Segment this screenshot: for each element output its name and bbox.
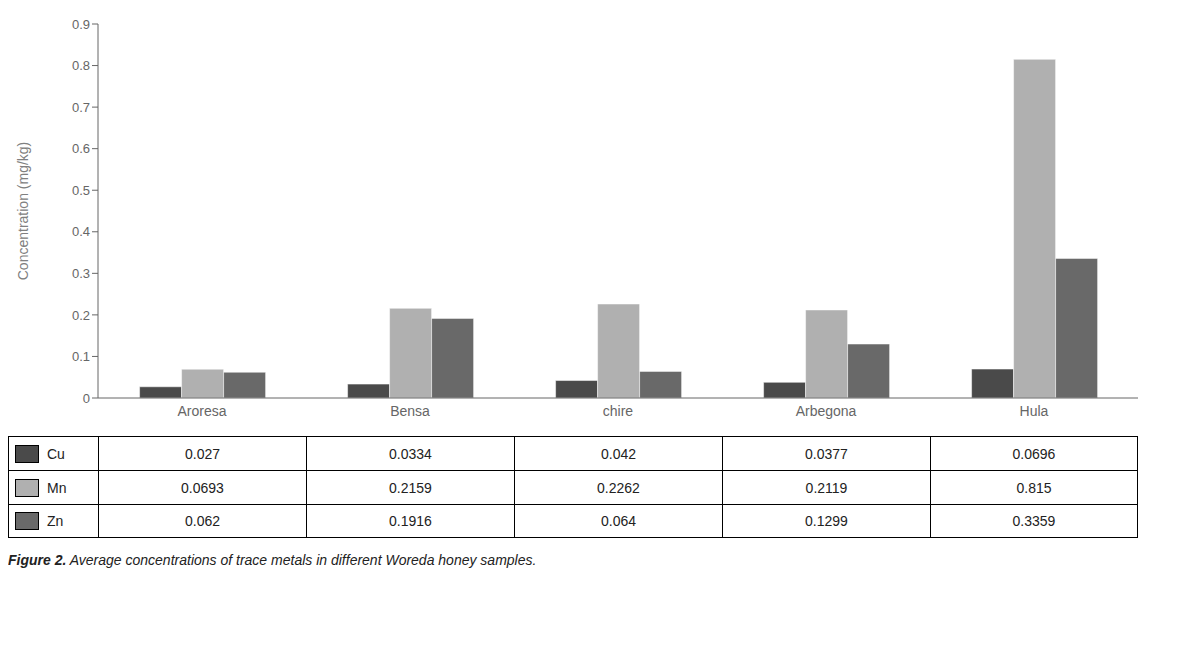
svg-text:0.2: 0.2 [72, 308, 90, 323]
html-text:0.0377: 0.0377 [805, 445, 848, 462]
svg-text:chire: chire [603, 403, 634, 419]
html-text:Mn: Mn [47, 479, 67, 496]
svg-text:0.4: 0.4 [72, 224, 90, 239]
html-text:0.062: 0.062 [185, 513, 220, 529]
html-text:0.0693: 0.0693 [181, 479, 224, 496]
html-text:0.2262: 0.2262 [597, 479, 640, 496]
svg-text:Bensa: Bensa [390, 403, 430, 419]
html-text:0.064: 0.064 [601, 513, 636, 529]
svg-text:0.1: 0.1 [72, 349, 90, 364]
html-text:0.1916: 0.1916 [389, 513, 432, 529]
svg-text:0.9: 0.9 [72, 17, 90, 32]
html-text:Cu: Cu [47, 445, 65, 462]
html-text:Zn: Zn [47, 513, 64, 529]
html-text:0.2159: 0.2159 [389, 479, 432, 496]
html-text:0.0334: 0.0334 [389, 445, 432, 462]
html-text:0.027: 0.027 [185, 445, 220, 462]
svg-text:0.6: 0.6 [72, 141, 90, 156]
svg-text:Aroresa: Aroresa [177, 403, 226, 419]
svg-text:Concentration (mg/kg): Concentration (mg/kg) [15, 142, 31, 281]
svg-text:0.3: 0.3 [72, 266, 90, 281]
html-text:0.2119: 0.2119 [805, 479, 848, 496]
svg-text:0.5: 0.5 [72, 183, 90, 198]
html-text:Figure 2. Average concentratio: Figure 2. Average concentrations of trac… [8, 552, 537, 568]
html-text:0.3359: 0.3359 [1012, 513, 1056, 529]
svg-text:0: 0 [83, 391, 90, 406]
svg-text:0.7: 0.7 [72, 100, 90, 115]
html-text:0.815: 0.815 [1016, 479, 1052, 496]
svg-text:0.8: 0.8 [72, 58, 90, 73]
html-text:0.0696: 0.0696 [1012, 445, 1056, 462]
html-text:0.1299: 0.1299 [805, 513, 848, 529]
html-text:0.042: 0.042 [601, 445, 636, 462]
svg-text:Arbegona: Arbegona [796, 403, 857, 419]
svg-text:Hula: Hula [1020, 403, 1049, 419]
